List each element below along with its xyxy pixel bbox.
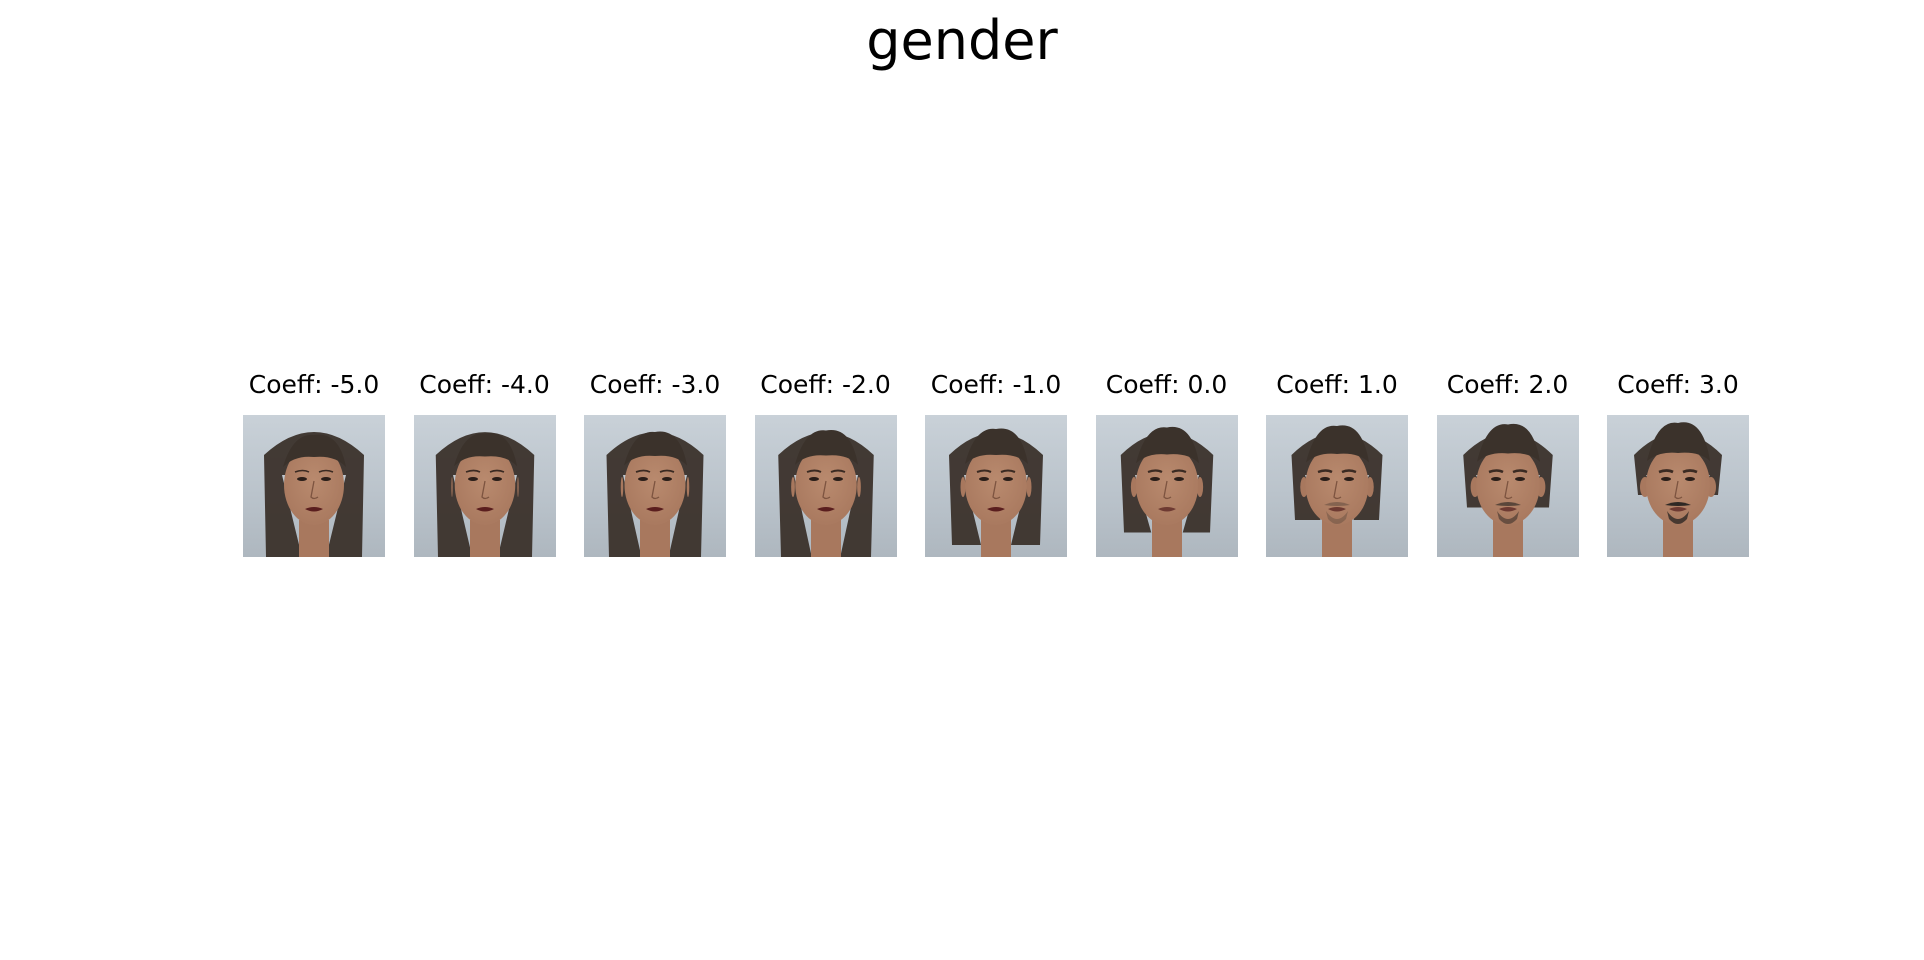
face-image xyxy=(1095,415,1238,557)
figure-title: gender xyxy=(866,9,1058,72)
face-image xyxy=(754,415,897,557)
coeff-caption: Coeff: -1.0 xyxy=(930,370,1062,399)
face-image xyxy=(1607,415,1749,557)
face-image xyxy=(584,415,726,557)
face-image xyxy=(243,415,385,557)
coeff-caption: Coeff: 0.0 xyxy=(1105,370,1228,399)
coeff-caption: Coeff: 1.0 xyxy=(1276,370,1398,399)
coeff-caption: Coeff: -3.0 xyxy=(589,370,721,399)
face-image xyxy=(1266,415,1408,557)
coeff-caption: Coeff: 2.0 xyxy=(1446,370,1569,399)
coeff-caption: Coeff: -5.0 xyxy=(248,370,380,399)
face-image xyxy=(1436,415,1579,557)
face-image xyxy=(413,415,556,557)
coeff-caption: Coeff: -2.0 xyxy=(760,370,891,399)
coeff-caption: Coeff: 3.0 xyxy=(1617,370,1739,399)
face-image xyxy=(925,415,1067,557)
coeff-caption: Coeff: -4.0 xyxy=(419,370,550,399)
